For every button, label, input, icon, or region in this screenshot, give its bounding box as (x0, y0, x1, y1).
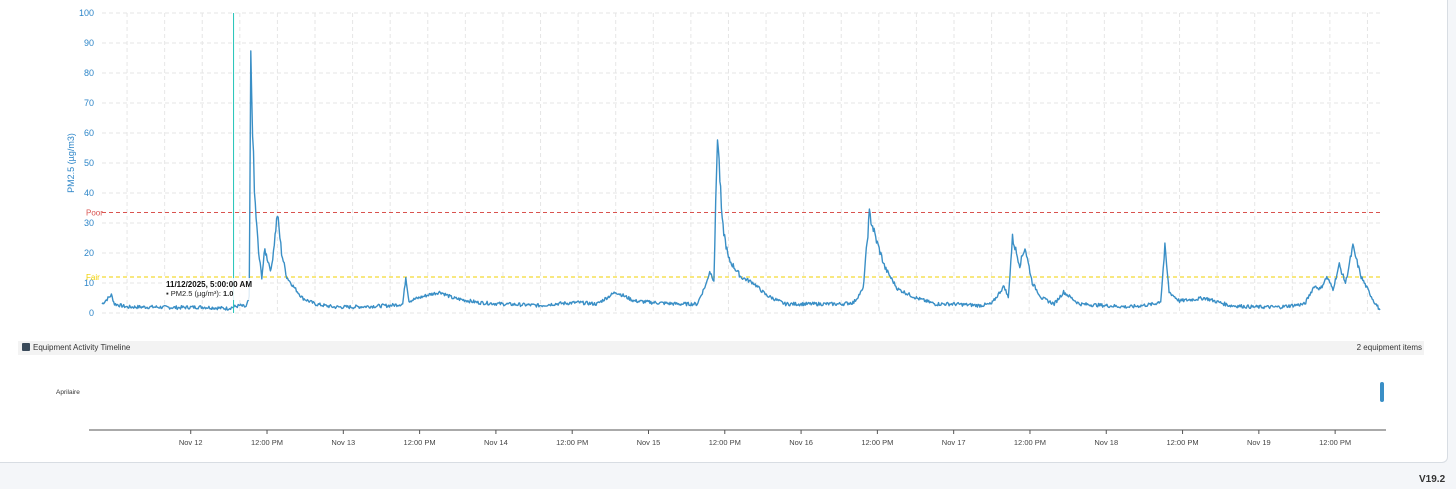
timeline-tick-label: Nov 13 (331, 438, 355, 447)
y-tick-label: 80 (84, 68, 94, 78)
y-tick-label: 100 (79, 8, 94, 18)
threshold-label-poor: Poor (86, 209, 103, 218)
y-tick-label: 40 (84, 188, 94, 198)
version-label: V19.2 (1419, 474, 1446, 485)
timeline-tick-label: Nov 12 (179, 438, 203, 447)
chart-icon (22, 343, 30, 351)
timeline-tick-label: Nov 17 (942, 438, 966, 447)
tooltip-value: ▪ PM2.5 (µg/m³): 1.0 (166, 289, 233, 298)
timeline-row-aprilaire: Aprilaire (56, 389, 80, 396)
timeline-tick-label: 12:00 PM (861, 438, 893, 447)
threshold-label-fair: Fair (86, 273, 100, 282)
y-tick-label: 70 (84, 98, 94, 108)
tooltip-date: 11/12/2025, 5:00:00 AM (166, 280, 252, 289)
y-tick-label: 60 (84, 128, 94, 138)
timeline-equipment-count: 2 equipment items (1356, 343, 1422, 352)
timeline-tick-label: 12:00 PM (556, 438, 588, 447)
y-tick-label: 0 (89, 308, 94, 318)
timeline-tick-label: 12:00 PM (709, 438, 741, 447)
y-tick-label: 50 (84, 158, 94, 168)
timeline-tick-label: Nov 18 (1094, 438, 1118, 447)
y-tick-label: 30 (84, 218, 94, 228)
timeline-tick-label: Nov 14 (484, 438, 508, 447)
timeline-tick-label: 12:00 PM (1014, 438, 1046, 447)
timeline-tick-label: Nov 19 (1247, 438, 1271, 447)
timeline-title: Equipment Activity Timeline (22, 343, 130, 352)
timeline-tick-label: Nov 16 (789, 438, 813, 447)
timeline-header (18, 341, 1424, 355)
activity-bar-aprilaire (1380, 382, 1384, 402)
timeline-tick-label: 12:00 PM (251, 438, 283, 447)
timeline-tick-label: 12:00 PM (1319, 438, 1351, 447)
y-axis-label: PM2.5 (µg/m3) (66, 133, 76, 193)
y-tick-label: 20 (84, 248, 94, 258)
timeline-tick-label: 12:00 PM (404, 438, 436, 447)
y-tick-label: 90 (84, 38, 94, 48)
timeline-title-text: Equipment Activity Timeline (33, 343, 131, 352)
timeline-tick-label: 12:00 PM (1166, 438, 1198, 447)
series-line-pm25 (101, 50, 1381, 311)
timeline-tick-label: Nov 15 (637, 438, 661, 447)
y-tick-label: 10 (84, 278, 94, 288)
tooltip-bg (164, 278, 260, 300)
